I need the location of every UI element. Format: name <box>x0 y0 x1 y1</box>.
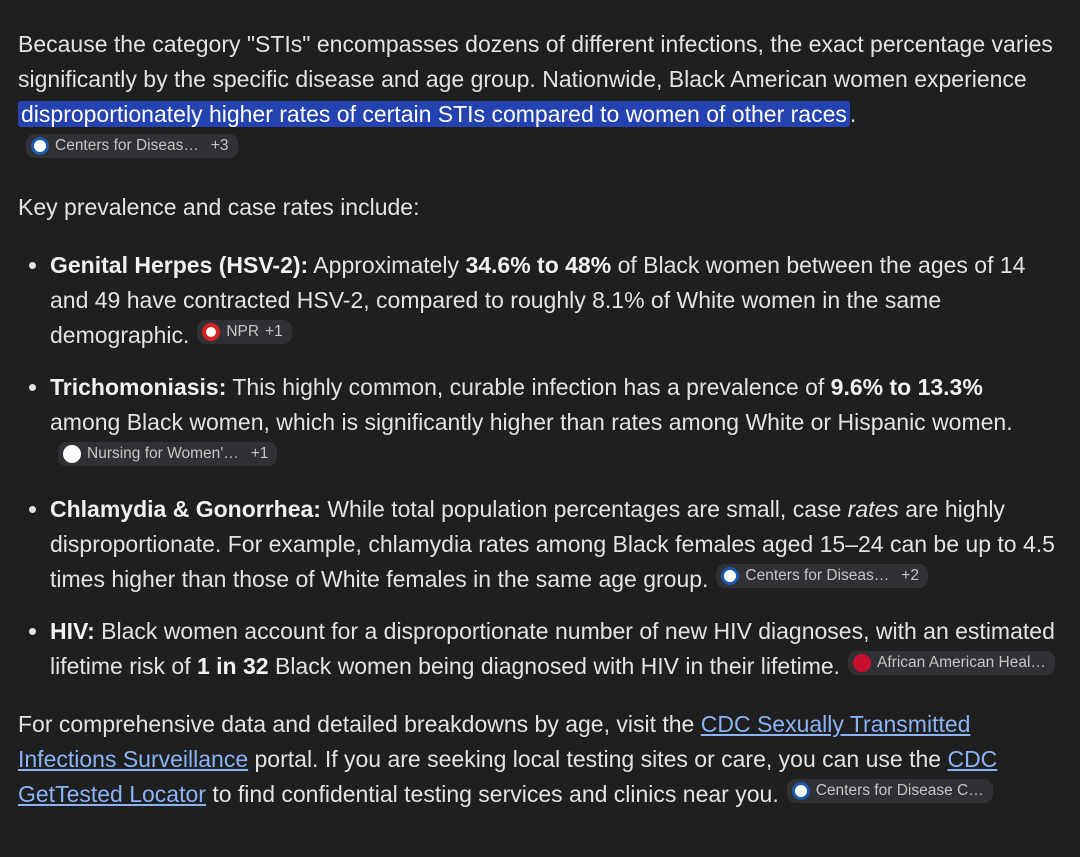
italic-text: rates <box>847 496 899 522</box>
source-icon <box>721 567 740 585</box>
text: Black women being diagnosed with HIV in … <box>268 653 841 679</box>
text: among Black women, which is significantl… <box>50 409 1013 435</box>
source-icon <box>31 137 49 155</box>
highlight: disproportionately higher rates of certa… <box>18 101 850 127</box>
citation-more: +2 <box>901 567 919 584</box>
citation-source: Centers for Diseas… <box>55 137 199 154</box>
list: Genital Herpes (HSV-2): Approximately 34… <box>18 248 1058 684</box>
citation-source: Nursing for Women'… <box>87 445 239 462</box>
text: This highly common, curable infection ha… <box>226 374 831 400</box>
citation-more: +3 <box>210 137 229 154</box>
citation-source: NPR <box>226 323 260 340</box>
item-label: Genital Herpes (HSV-2): <box>50 252 309 278</box>
response: Because the category "STIs" encompasses … <box>0 0 1080 812</box>
item-label: HIV: <box>50 618 95 644</box>
text: of Black women between the ages of 14 an… <box>50 252 1026 348</box>
link[interactable]: CDC Sexually Transmitted Infections Surv… <box>18 711 971 772</box>
intro: Because the category "STIs" encompasses … <box>18 27 1058 167</box>
text: Because the category "STIs" encompasses … <box>18 31 1053 92</box>
source-icon <box>853 654 872 672</box>
list-item: HIV: Black women account for a dispropor… <box>50 614 1058 684</box>
citation-source: Centers for Disease C… <box>815 782 984 799</box>
citation-source: Centers for Diseas… <box>745 567 890 584</box>
bold-text: 9.6% to 13.3% <box>830 374 983 400</box>
citation-more: +1 <box>250 445 269 462</box>
text: portal. If you are seeking local testing… <box>248 746 948 772</box>
citation-chip[interactable]: Centers for Diseas… +3 <box>26 134 238 158</box>
citation-chip[interactable]: Nursing for Women'… +1 <box>58 442 278 466</box>
citation-more: +1 <box>265 323 283 340</box>
source-icon <box>202 323 221 341</box>
link[interactable]: CDC GetTested Locator <box>18 746 998 807</box>
bold-text: 34.6% to 48% <box>465 252 612 278</box>
list-item: Chlamydia & Gonorrhea: While total popul… <box>50 492 1058 597</box>
list-item: Trichomoniasis: This highly common, cura… <box>50 370 1058 475</box>
citation-chip[interactable]: Centers for Disease C… <box>786 779 993 803</box>
item-label: Chlamydia & Gonorrhea: <box>50 496 321 522</box>
item-label: Trichomoniasis: <box>50 374 227 400</box>
bold-text: 1 in 32 <box>196 653 269 679</box>
citation-source: African American Heal… <box>877 654 1046 671</box>
source-icon <box>63 445 81 463</box>
outro: For comprehensive data and detailed brea… <box>18 707 1058 812</box>
text: Black women account for a disproportiona… <box>50 618 1055 679</box>
citation-chip[interactable]: NPR +1 <box>197 320 292 344</box>
text: to find confidential testing services an… <box>205 781 779 807</box>
citation-chip[interactable]: Centers for Diseas… +2 <box>716 564 928 588</box>
text: For comprehensive data and detailed brea… <box>18 711 701 737</box>
source-icon <box>791 782 810 800</box>
text: Approximately <box>308 252 466 278</box>
text: are highly disproportionate. For example… <box>50 496 1055 592</box>
citation-chip[interactable]: African American Heal… <box>848 651 1055 675</box>
list-item: Genital Herpes (HSV-2): Approximately 34… <box>50 248 1058 353</box>
text: While total population percentages are s… <box>320 496 848 522</box>
text: . <box>849 101 857 127</box>
lead: Key prevalence and case rates include: <box>18 194 420 220</box>
